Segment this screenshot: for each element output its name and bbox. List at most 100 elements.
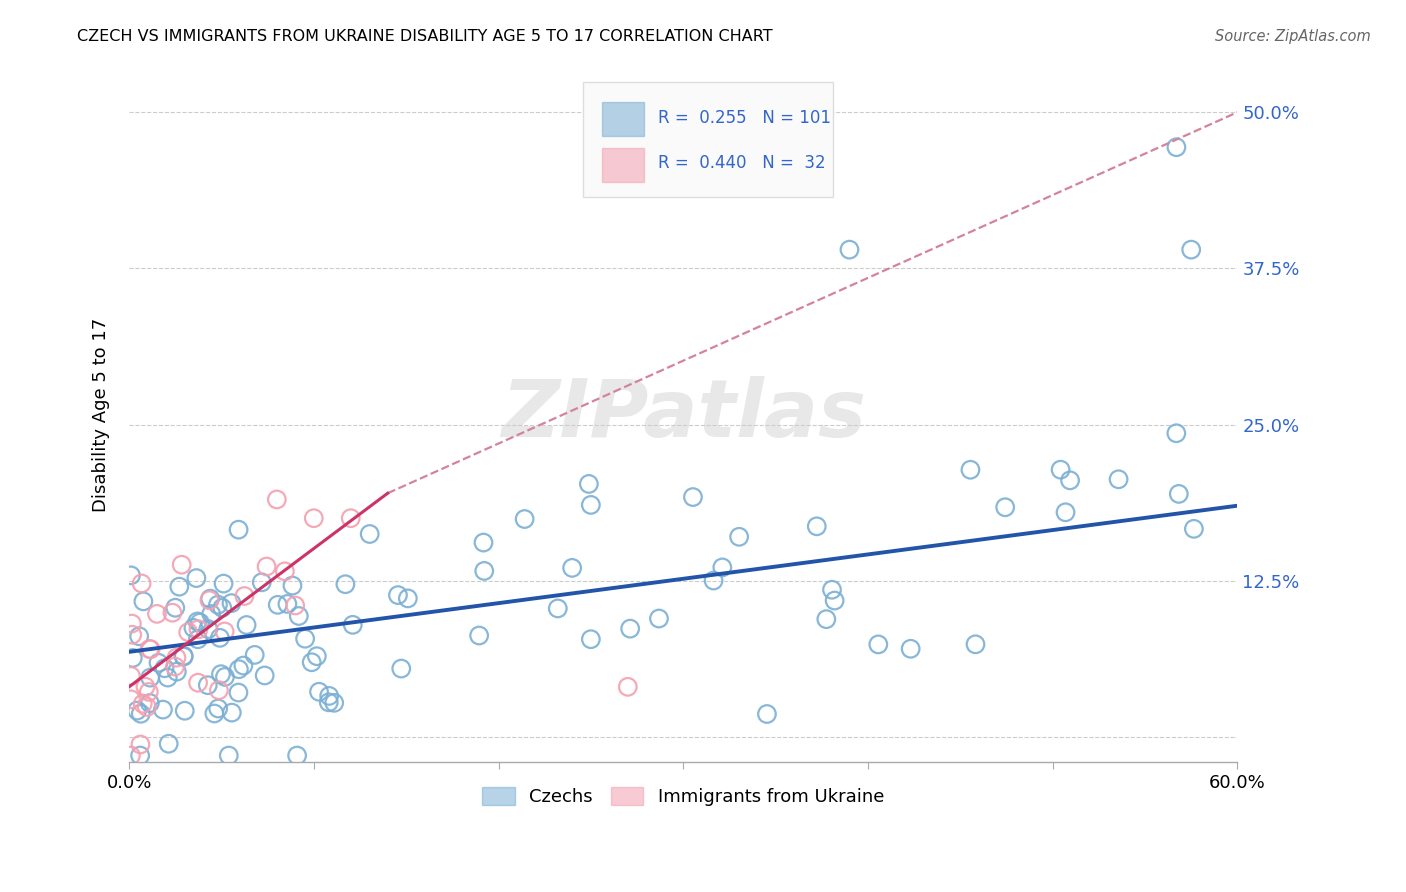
Point	[301, 655, 323, 669]
Point	[221, 706, 243, 720]
Point	[235, 618, 257, 632]
Point	[1054, 505, 1077, 519]
Point	[120, 669, 142, 683]
Point	[824, 593, 846, 607]
Bar	[602, 103, 644, 136]
Point	[233, 589, 256, 603]
Point	[1180, 243, 1202, 257]
FancyBboxPatch shape	[583, 82, 832, 197]
Point	[806, 519, 828, 533]
Point	[619, 622, 641, 636]
Point	[207, 701, 229, 715]
Point	[129, 748, 152, 763]
Point	[821, 582, 844, 597]
Point	[146, 607, 169, 621]
Point	[267, 598, 290, 612]
Point	[183, 621, 205, 635]
Point	[308, 685, 330, 699]
Point	[1059, 473, 1081, 487]
Point	[472, 564, 495, 578]
Point	[1182, 522, 1205, 536]
Point	[305, 649, 328, 664]
Point	[162, 606, 184, 620]
Point	[173, 648, 195, 663]
Point	[228, 523, 250, 537]
Point	[121, 616, 143, 631]
Point	[156, 671, 179, 685]
Point	[207, 598, 229, 612]
Point	[200, 607, 222, 621]
Point	[121, 628, 143, 642]
Point	[221, 596, 243, 610]
Point	[188, 615, 211, 630]
Point	[177, 625, 200, 640]
Point	[173, 704, 195, 718]
Point	[389, 662, 412, 676]
Point	[648, 611, 671, 625]
Point	[132, 594, 155, 608]
Point	[209, 667, 232, 681]
Point	[342, 617, 364, 632]
Text: CZECH VS IMMIGRANTS FROM UKRAINE DISABILITY AGE 5 TO 17 CORRELATION CHART: CZECH VS IMMIGRANTS FROM UKRAINE DISABIL…	[77, 29, 773, 44]
Point	[120, 568, 142, 582]
Point	[132, 697, 155, 711]
Point	[163, 659, 186, 673]
Point	[302, 511, 325, 525]
Point	[250, 575, 273, 590]
Point	[266, 492, 288, 507]
Bar	[602, 148, 644, 181]
Point	[135, 700, 157, 714]
Point	[214, 624, 236, 639]
Point	[120, 692, 142, 706]
Point	[165, 600, 187, 615]
Point	[129, 738, 152, 752]
Point	[197, 622, 219, 636]
Point	[208, 631, 231, 645]
Point	[1108, 472, 1130, 486]
Point	[579, 498, 602, 512]
Point	[728, 530, 751, 544]
Point	[208, 683, 231, 698]
Point	[256, 559, 278, 574]
Point	[139, 671, 162, 685]
Point	[513, 512, 536, 526]
Point	[128, 629, 150, 643]
Point	[253, 668, 276, 682]
Point	[173, 649, 195, 664]
Point	[284, 599, 307, 613]
Point	[285, 748, 308, 763]
Point	[166, 650, 188, 665]
Point	[703, 574, 725, 588]
Point	[186, 571, 208, 585]
Point	[755, 706, 778, 721]
Point	[228, 685, 250, 699]
Point	[138, 685, 160, 699]
Point	[335, 577, 357, 591]
Text: R =  0.255   N = 101: R = 0.255 N = 101	[658, 110, 831, 128]
Point	[214, 670, 236, 684]
Point	[318, 689, 340, 703]
Point	[187, 632, 209, 647]
Point	[274, 565, 297, 579]
Point	[579, 632, 602, 647]
Point	[468, 628, 491, 642]
Point	[318, 695, 340, 709]
Point	[387, 588, 409, 602]
Point	[152, 703, 174, 717]
Point	[276, 597, 298, 611]
Point	[561, 561, 583, 575]
Text: Source: ZipAtlas.com: Source: ZipAtlas.com	[1215, 29, 1371, 44]
Point	[1167, 487, 1189, 501]
Point	[339, 511, 361, 525]
Point	[868, 637, 890, 651]
Point	[127, 704, 149, 718]
Point	[994, 500, 1017, 515]
Point	[1049, 463, 1071, 477]
Point	[211, 600, 233, 615]
Point	[228, 662, 250, 676]
Point	[396, 591, 419, 606]
Point	[218, 748, 240, 763]
Point	[900, 641, 922, 656]
Point	[157, 737, 180, 751]
Point	[139, 696, 162, 710]
